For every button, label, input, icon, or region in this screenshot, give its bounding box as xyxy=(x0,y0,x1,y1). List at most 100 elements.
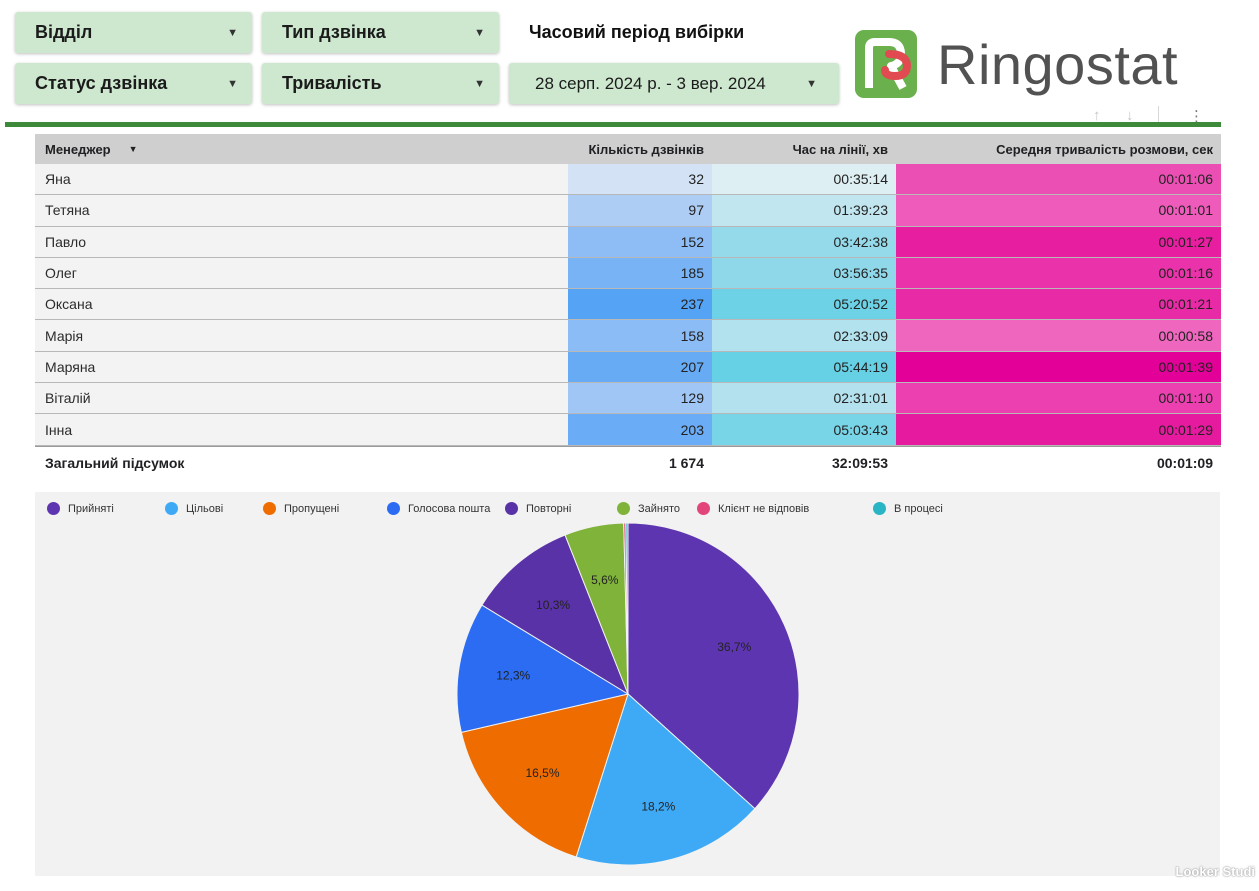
table-row[interactable]: Інна 203 05:03:43 00:01:29 xyxy=(35,414,1221,446)
dropdown-caret-icon: ▼ xyxy=(227,26,238,39)
calls-cell: 185 xyxy=(568,257,712,289)
header-divider xyxy=(5,122,1221,127)
looker-studio-watermark: Looker Studi xyxy=(1175,864,1255,879)
table-total-row: Загальний підсумок 1 674 32:09:53 00:01:… xyxy=(35,445,1221,480)
time-column-header[interactable]: Час на лінії, хв xyxy=(792,141,888,157)
pie-slice[interactable] xyxy=(460,693,629,858)
time-on-line-cell: 05:20:52 xyxy=(712,289,896,320)
time-on-line-cell: 03:42:38 xyxy=(712,226,896,257)
toolbar-divider xyxy=(1158,106,1159,124)
legend-dot-icon xyxy=(263,502,276,515)
legend-item[interactable]: Цільові xyxy=(165,502,223,515)
legend-item[interactable]: Клієнт не відповів xyxy=(697,502,809,515)
department-filter[interactable]: Відділ ▼ xyxy=(15,12,252,53)
table-body: Яна 32 00:35:14 00:01:06 Тетяна 97 01:39:23 00:… xyxy=(35,164,1221,446)
table-row[interactable]: Павло 152 03:42:38 00:01:27 xyxy=(35,226,1221,258)
duration-filter-label: Тривалість xyxy=(282,73,382,93)
avg-talk-cell: 00:01:29 xyxy=(896,414,1221,445)
pie-slice[interactable] xyxy=(481,534,630,696)
calls-cell: 207 xyxy=(568,351,712,383)
dropdown-caret-icon: ▼ xyxy=(474,77,485,90)
calls-column-header[interactable]: Кількість дзвінків xyxy=(588,141,704,157)
legend-label: Зайнято xyxy=(638,502,680,515)
table-row[interactable]: Марія 158 02:33:09 00:00:58 xyxy=(35,320,1221,352)
legend-item[interactable]: Повторні xyxy=(505,502,571,515)
legend-dot-icon xyxy=(165,502,178,515)
calls-cell: 203 xyxy=(568,414,712,445)
date-range-picker[interactable]: 28 серп. 2024 р. - 3 вер. 2024 ▼ xyxy=(509,63,839,104)
table-row[interactable]: Оксана 237 05:20:52 00:01:21 xyxy=(35,289,1221,321)
avg-talk-cell: 00:01:27 xyxy=(896,226,1221,257)
table-row[interactable]: Віталій 129 02:31:01 00:01:10 xyxy=(35,383,1221,415)
total-calls: 1 674 xyxy=(668,455,704,472)
sort-caret-icon[interactable]: ▼ xyxy=(128,144,138,154)
legend-label: Цільові xyxy=(186,502,224,515)
avg-talk-cell: 00:01:01 xyxy=(896,195,1221,226)
ringostat-logo-mark-icon xyxy=(855,30,917,98)
calls-cell: 158 xyxy=(568,320,712,351)
time-on-line-cell: 00:35:14 xyxy=(712,164,896,195)
manager-header-label: Менеджер xyxy=(45,141,111,157)
pie-slice[interactable] xyxy=(627,522,800,810)
time-on-line-cell: 05:03:43 xyxy=(712,414,896,445)
table-row[interactable]: Олег 185 03:56:35 00:01:16 xyxy=(35,257,1221,290)
avg-talk-cell: 00:01:39 xyxy=(896,351,1221,383)
manager-cell: Тетяна xyxy=(35,195,568,226)
avg-talk-cell: 00:01:06 xyxy=(896,164,1221,195)
pie-slice-label: 18,2% xyxy=(641,799,675,813)
logo-text: Ringostat xyxy=(937,33,1179,96)
pie-slice-label: 5,6% xyxy=(591,573,619,587)
time-on-line-cell: 03:56:35 xyxy=(712,257,896,289)
table-row[interactable]: Тетяна 97 01:39:23 00:01:01 xyxy=(35,195,1221,227)
legend-item[interactable]: В процесі xyxy=(873,502,943,515)
duration-filter[interactable]: Тривалість ▼ xyxy=(262,63,499,104)
avg-talk-column-header[interactable]: Середня тривалість розмови, сек xyxy=(996,141,1213,157)
time-on-line-cell: 05:44:19 xyxy=(712,351,896,383)
pie-slice-label: 12,3% xyxy=(496,668,530,682)
legend-label: Повторні xyxy=(526,502,572,515)
calls-cell: 32 xyxy=(568,164,712,195)
legend-dot-icon xyxy=(617,502,630,515)
calls-cell: 97 xyxy=(568,195,712,226)
pie-slice[interactable] xyxy=(575,693,756,866)
total-time-on-line: 32:09:53 xyxy=(831,455,888,472)
legend-item[interactable]: Пропущені xyxy=(263,502,339,515)
avg-talk-cell: 00:01:10 xyxy=(896,383,1221,414)
calls-cell: 237 xyxy=(568,289,712,320)
legend-item[interactable]: Прийняті xyxy=(47,502,114,515)
manager-cell: Маряна xyxy=(35,351,568,383)
sort-up-icon[interactable]: ↑ xyxy=(1093,107,1101,124)
calls-cell: 129 xyxy=(568,383,712,414)
date-range-value: 28 серп. 2024 р. - 3 вер. 2024 xyxy=(535,73,766,93)
pie-slice-label: 36,7% xyxy=(717,640,751,654)
time-on-line-cell: 02:33:09 xyxy=(712,320,896,351)
legend-dot-icon xyxy=(697,502,710,515)
call-status-filter[interactable]: Статус дзвінка ▼ xyxy=(15,63,252,104)
manager-cell: Олег xyxy=(35,257,568,289)
legend-dot-icon xyxy=(387,502,400,515)
legend-item[interactable]: Зайнято xyxy=(617,502,680,515)
table-row[interactable]: Яна 32 00:35:14 00:01:06 xyxy=(35,164,1221,196)
total-avg-talk: 00:01:09 xyxy=(1156,455,1213,472)
legend-label: Голосова пошта xyxy=(408,502,491,515)
pie-slice-label: 16,5% xyxy=(525,766,559,780)
more-vert-icon[interactable]: ⋮ xyxy=(1189,108,1204,125)
legend-label: Пропущені xyxy=(284,502,340,515)
dropdown-caret-icon: ▼ xyxy=(806,77,817,90)
pie-slice[interactable] xyxy=(456,604,630,733)
ringostat-logo: Ringostat xyxy=(855,30,1225,102)
avg-talk-cell: 00:01:16 xyxy=(896,257,1221,289)
call-type-filter[interactable]: Тип дзвінка ▼ xyxy=(262,12,499,53)
pie-slice[interactable] xyxy=(625,522,629,695)
time-on-line-cell: 01:39:23 xyxy=(712,195,896,226)
manager-column-header[interactable]: Менеджер ▼ xyxy=(35,134,568,164)
pie-svg: 36,7% 18,2% 16,5% 12,3% 10,3% 5,6% xyxy=(456,522,800,866)
manager-cell: Павло xyxy=(35,226,568,257)
legend-item[interactable]: Голосова пошта xyxy=(387,502,490,515)
table-row[interactable]: Маряна 207 05:44:19 00:01:39 xyxy=(35,351,1221,384)
manager-cell: Яна xyxy=(35,164,568,195)
sort-down-icon[interactable]: ↓ xyxy=(1126,107,1134,124)
avg-talk-cell: 00:00:58 xyxy=(896,320,1221,351)
period-title: Часовий період вибірки xyxy=(529,22,745,42)
